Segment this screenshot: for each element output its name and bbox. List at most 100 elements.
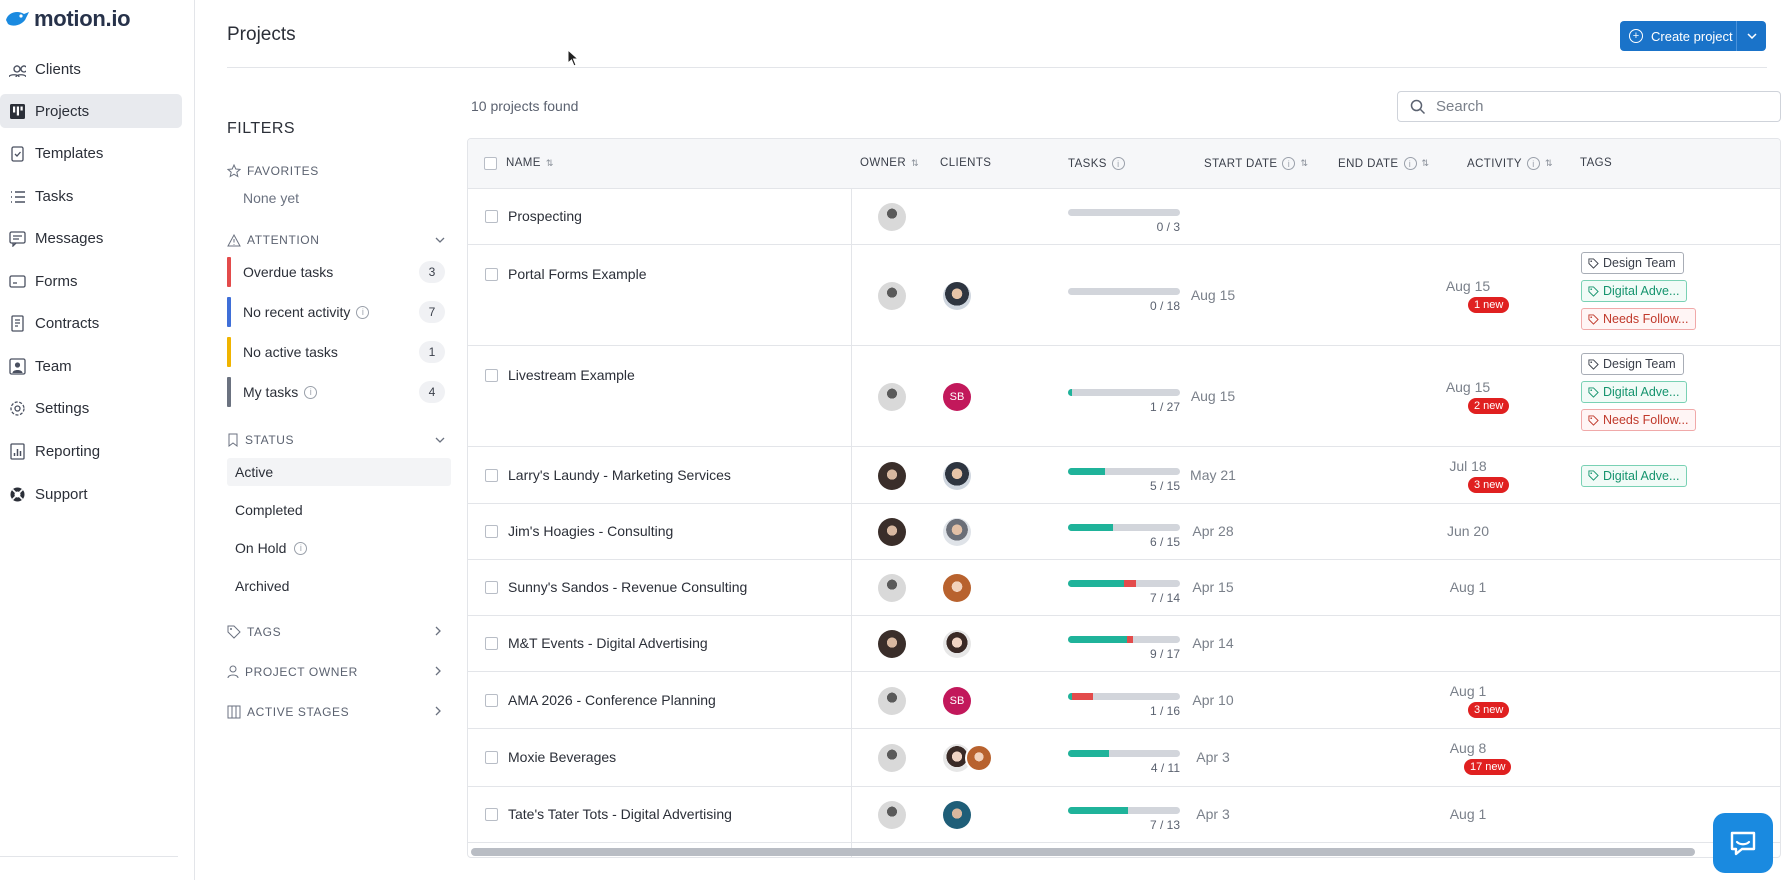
owner-avatar[interactable]	[878, 574, 906, 602]
attention-filter-my-tasks[interactable]: My tasks i 4	[227, 377, 447, 407]
project-name[interactable]: Tate's Tater Tots - Digital Advertising	[508, 806, 732, 822]
client-avatar[interactable]: SB	[943, 382, 971, 411]
client-avatar[interactable]	[943, 801, 971, 829]
project-tag[interactable]: Digital Adve...	[1581, 381, 1688, 403]
status-filter-archived[interactable]: Archived	[227, 572, 451, 600]
sidebar-item-templates[interactable]: Templates	[0, 136, 182, 170]
select-all-checkbox[interactable]	[484, 157, 497, 170]
create-project-button[interactable]: + Create project	[1620, 21, 1766, 51]
table-row[interactable]: AMA 2026 - Conference Planning SB 1 / 16 A…	[468, 672, 1780, 729]
owner-avatar[interactable]	[878, 461, 906, 490]
project-tag[interactable]: Needs Follow...	[1581, 409, 1697, 431]
client-avatar[interactable]	[943, 518, 971, 546]
client-avatar[interactable]	[943, 281, 971, 310]
table-row[interactable]: Tate's Tater Tots - Digital Advertising …	[468, 787, 1780, 843]
table-row[interactable]: Portal Forms Example 0 / 18 Aug 15 Aug 15 1…	[468, 245, 1780, 346]
project-name[interactable]: Portal Forms Example	[508, 266, 647, 282]
owner-avatar[interactable]	[878, 801, 906, 829]
row-checkbox[interactable]	[485, 210, 498, 223]
table-row[interactable]: Jim's Hoagies - Consulting 6 / 15 Apr 28 J…	[468, 504, 1780, 560]
column-name[interactable]: NAME ⇅	[506, 157, 554, 169]
table-row[interactable]: M&T Events - Digital Advertising 9 / 17 A…	[468, 616, 1780, 672]
sidebar-item-forms[interactable]: Forms	[0, 264, 182, 298]
row-checkbox[interactable]	[485, 525, 498, 538]
status-header[interactable]: STATUS	[227, 433, 447, 447]
sidebar-item-projects[interactable]: Projects	[0, 94, 182, 128]
task-progress-count: 1 / 16	[1149, 703, 1180, 718]
chat-support-button[interactable]	[1713, 813, 1773, 873]
owner-avatar[interactable]	[878, 203, 906, 231]
project-tag[interactable]: Needs Follow...	[1581, 308, 1697, 330]
sidebar-item-clients[interactable]: Clients	[0, 52, 182, 86]
project-name[interactable]: M&T Events - Digital Advertising	[508, 635, 708, 651]
owner-avatar[interactable]	[878, 630, 906, 658]
attention-filter-overdue-tasks[interactable]: Overdue tasks 3	[227, 257, 447, 287]
search-box[interactable]	[1397, 91, 1781, 122]
project-name[interactable]: Prospecting	[508, 208, 582, 224]
client-avatar[interactable]	[943, 630, 971, 658]
row-checkbox[interactable]	[485, 693, 498, 707]
column-start-date[interactable]: START DATE i ⇅	[1204, 157, 1309, 170]
active-stages-filter-header[interactable]: ACTIVE STAGES	[227, 705, 447, 719]
sidebar-item-messages[interactable]: Messages	[0, 221, 182, 255]
tags-filter-header[interactable]: TAGS	[227, 625, 447, 639]
search-input[interactable]	[1436, 98, 1736, 115]
project-tag[interactable]: Digital Adve...	[1581, 280, 1688, 302]
sidebar-item-settings[interactable]: Settings	[0, 391, 182, 425]
new-activity-badge[interactable]: 3 new	[1468, 701, 1510, 718]
horizontal-scrollbar[interactable]	[471, 848, 1695, 856]
project-tag[interactable]: Design Team	[1581, 252, 1684, 274]
status-filter-active[interactable]: Active	[227, 458, 451, 486]
table-row[interactable]: Livestream Example SB 1 / 27 Aug 15 Aug 15 2…	[468, 346, 1780, 447]
new-activity-badge[interactable]: 17 new	[1464, 759, 1512, 775]
column-end-date[interactable]: END DATE i ⇅	[1338, 157, 1430, 170]
row-checkbox[interactable]	[485, 637, 498, 650]
project-tag[interactable]: Digital Adve...	[1581, 464, 1688, 487]
attention-filter-no-recent-activity[interactable]: No recent activity i 7	[227, 297, 447, 327]
status-filter-on-hold[interactable]: On Hold i	[227, 534, 451, 562]
row-checkbox[interactable]	[485, 268, 498, 281]
owner-avatar[interactable]	[878, 744, 906, 772]
client-avatar[interactable]	[965, 744, 993, 772]
owner-avatar[interactable]	[878, 281, 906, 310]
new-activity-badge[interactable]: 3 new	[1468, 476, 1510, 493]
client-avatar[interactable]: SB	[943, 686, 971, 715]
sidebar-item-tasks[interactable]: Tasks	[0, 179, 182, 213]
row-checkbox[interactable]	[485, 369, 498, 382]
sidebar-item-team[interactable]: Team	[0, 349, 182, 383]
project-name[interactable]: Larry's Laundy - Marketing Services	[508, 466, 731, 483]
owner-avatar[interactable]	[878, 686, 906, 715]
sidebar-item-reporting[interactable]: Reporting	[0, 434, 182, 468]
project-name[interactable]: AMA 2026 - Conference Planning	[508, 691, 716, 708]
row-checkbox[interactable]	[485, 751, 498, 764]
row-checkbox[interactable]	[485, 808, 498, 821]
project-owner-filter-header[interactable]: PROJECT OWNER	[227, 665, 447, 679]
new-activity-badge[interactable]: 1 new	[1468, 296, 1510, 313]
project-tag[interactable]: Design Team	[1581, 353, 1684, 375]
create-project-dropdown[interactable]	[1736, 21, 1766, 51]
project-name[interactable]: Livestream Example	[508, 367, 635, 383]
table-row[interactable]: Moxie Beverages 4 / 11 Apr 3 Aug 8 17 new	[468, 729, 1780, 787]
project-name[interactable]: Moxie Beverages	[508, 749, 617, 765]
client-avatar[interactable]	[943, 574, 971, 602]
project-name[interactable]: Jim's Hoagies - Consulting	[508, 523, 674, 539]
column-activity[interactable]: ACTIVITY i ⇅	[1467, 157, 1553, 170]
sidebar-item-support[interactable]: Support	[0, 477, 182, 511]
favorites-header[interactable]: FAVORITES	[227, 164, 319, 178]
column-owner[interactable]: OWNER ⇅	[860, 157, 920, 169]
table-row[interactable]: Larry's Laundy - Marketing Services 5 / …	[468, 447, 1780, 504]
table-row[interactable]: Prospecting 0 / 3	[468, 189, 1780, 245]
table-row[interactable]: Sunny's Sandos - Revenue Consulting 7 / …	[468, 560, 1780, 616]
project-name[interactable]: Sunny's Sandos - Revenue Consulting	[508, 579, 748, 595]
logo[interactable]: motion.io	[4, 6, 131, 32]
status-filter-completed[interactable]: Completed	[227, 496, 451, 524]
owner-avatar[interactable]	[878, 382, 906, 411]
owner-avatar[interactable]	[878, 518, 906, 546]
new-activity-badge[interactable]: 2 new	[1468, 397, 1510, 414]
attention-header[interactable]: ATTENTION	[227, 233, 447, 247]
row-checkbox[interactable]	[485, 468, 498, 482]
sidebar-item-contracts[interactable]: Contracts	[0, 306, 182, 340]
client-avatar[interactable]	[943, 461, 971, 490]
row-checkbox[interactable]	[485, 581, 498, 594]
attention-filter-no-active-tasks[interactable]: No active tasks 1	[227, 337, 447, 367]
